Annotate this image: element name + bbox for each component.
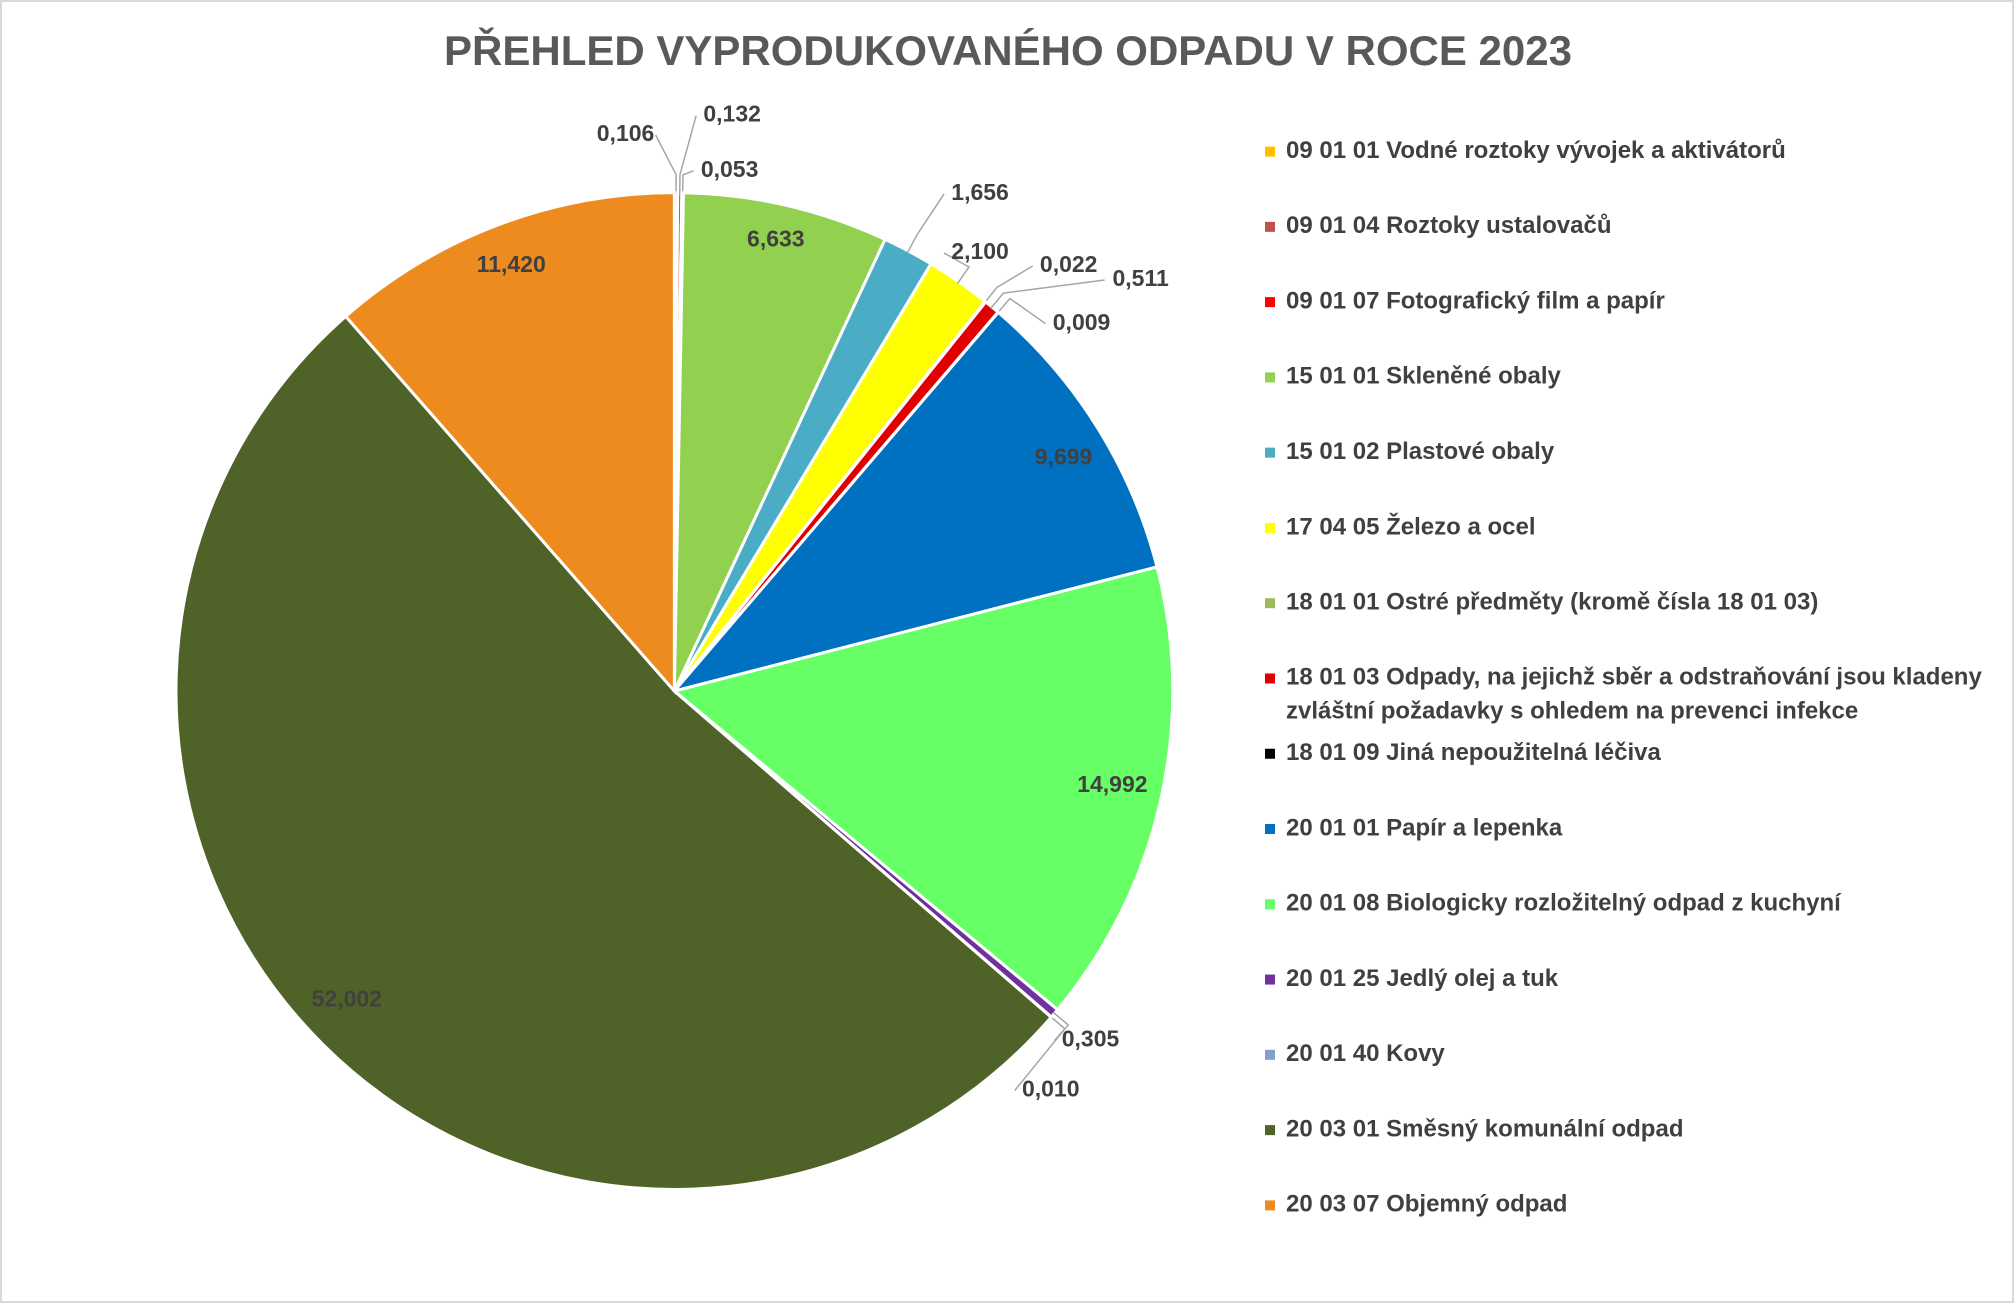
pie-slice: [343, 191, 676, 696]
data-label: 0,009: [1053, 309, 1111, 335]
legend-label: 15 01 02 Plastové obaly: [1286, 438, 1555, 465]
legend-label: 09 01 01 Vodné roztoky vývojek a aktivát…: [1286, 137, 1786, 164]
legend-label: 18 01 03 Odpady, na jejichž sběr a odstr…: [1286, 664, 1982, 725]
data-label: 6,633: [747, 225, 805, 251]
legend-label: 18 01 09 Jiná nepoužitelná léčiva: [1286, 739, 1662, 766]
legend-label: 18 01 01 Ostré předměty (kromě čísla 18 …: [1286, 589, 1818, 616]
pie-slice: [174, 314, 1054, 1191]
data-label: 2,100: [951, 238, 1009, 264]
data-label: 11,420: [477, 251, 546, 277]
leader-line: [983, 265, 1034, 304]
data-label: 0,106: [597, 120, 655, 146]
pie-slice: [671, 565, 1175, 1012]
chart-title: PŘEHLED VYPRODUKOVANÉHO ODPADU V ROCE 20…: [444, 26, 1572, 74]
data-label: 14,992: [1077, 771, 1147, 797]
pie-slice: [672, 191, 888, 692]
legend-swatch: [1265, 221, 1275, 232]
legend-label: 20 01 08 Biologicky rozložitelný odpad z…: [1286, 890, 1842, 917]
data-label: 9,699: [1035, 444, 1093, 470]
legend-swatch: [1265, 748, 1275, 759]
data-label: 1,656: [951, 179, 1009, 205]
legend-swatch: [1265, 1200, 1275, 1211]
leader-line: [1014, 1015, 1066, 1092]
leader-line: [654, 134, 677, 195]
leader-line: [681, 170, 694, 195]
legend-swatch: [1265, 447, 1275, 458]
legend-label: 20 03 07 Objemný odpad: [1286, 1191, 1567, 1218]
data-label: 0,305: [1062, 1026, 1120, 1052]
legend-swatch: [1265, 1125, 1275, 1136]
legend-swatch: [1265, 1049, 1275, 1060]
legend-swatch: [1265, 372, 1275, 383]
legend-label: 20 01 25 Jedlý olej a tuk: [1286, 965, 1559, 992]
data-label: 0,132: [703, 101, 761, 127]
legend-swatch: [1265, 146, 1275, 157]
legend-swatch: [1265, 899, 1275, 910]
leader-line: [990, 279, 1105, 309]
pie-slice: [670, 310, 1159, 694]
data-label: 0,053: [701, 156, 759, 182]
legend-swatch: [1265, 522, 1275, 533]
data-label: 0,022: [1040, 251, 1098, 277]
leader-line: [906, 193, 945, 254]
legend-label: 09 01 07 Fotografický film a papír: [1286, 287, 1665, 314]
leader-line: [943, 252, 971, 284]
data-label: 52,002: [312, 986, 382, 1012]
legend-swatch: [1265, 673, 1275, 684]
legend-label: 17 04 05 Železo a ocel: [1286, 512, 1535, 540]
legend-label: 20 01 01 Papír a lepenka: [1286, 814, 1563, 841]
legend-label: 20 03 01 Směsný komunální odpad: [1286, 1115, 1683, 1142]
legend-swatch: [1265, 974, 1275, 985]
legend-label: 09 01 04 Roztoky ustalovačů: [1286, 212, 1611, 239]
legend-line: 18 01 03 Odpady, na jejichž sběr a odstr…: [1286, 664, 1982, 691]
legend-label: 20 01 40 Kovy: [1286, 1040, 1445, 1067]
legend-swatch: [1265, 824, 1275, 835]
legend-swatch: [1265, 598, 1275, 609]
legend-label: 15 01 01 Skleněné obaly: [1286, 363, 1561, 390]
data-label: 0,511: [1112, 265, 1168, 291]
leader-line: [996, 297, 1046, 325]
legend-line: zvláštní požadavky s ohledem na prevenci…: [1286, 698, 1858, 725]
legend-swatch: [1265, 297, 1275, 308]
leader-line: [678, 115, 697, 195]
data-label: 0,010: [1022, 1076, 1080, 1102]
